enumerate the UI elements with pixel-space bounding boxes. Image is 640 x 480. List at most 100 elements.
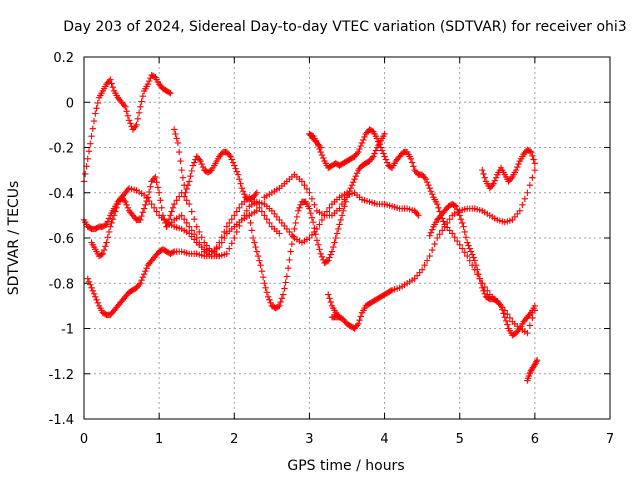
y-tick-label: -0.4: [49, 187, 74, 202]
data-point: [531, 160, 539, 167]
series-trace-6: [163, 189, 351, 260]
data-point: [252, 191, 259, 198]
data-point: [421, 174, 428, 181]
data-point: [142, 267, 149, 275]
data-point: [155, 189, 163, 196]
data-point: [361, 133, 368, 141]
data-point: [307, 209, 314, 217]
data-point: [274, 303, 282, 310]
data-point: [196, 228, 203, 236]
series-trace-12: [479, 146, 539, 192]
data-point: [370, 153, 377, 160]
series-trace-15: [524, 356, 541, 384]
data-point: [316, 221, 323, 228]
data-point: [189, 162, 197, 169]
data-point: [353, 169, 361, 177]
data-point: [84, 275, 91, 282]
data-point: [223, 223, 230, 230]
data-point: [502, 317, 510, 325]
data-point: [122, 198, 129, 205]
data-point: [456, 241, 463, 248]
series-trace-4: [88, 185, 261, 260]
data-point: [474, 266, 481, 273]
data-point: [312, 231, 319, 238]
data-point: [325, 257, 332, 264]
data-point: [236, 222, 243, 230]
data-point: [335, 225, 342, 233]
data-point: [441, 223, 448, 230]
data-point: [449, 230, 456, 237]
data-point: [491, 177, 498, 184]
data-point: [263, 215, 271, 223]
data-point: [102, 221, 109, 229]
data-point: [335, 312, 342, 319]
data-point: [228, 156, 235, 163]
data-point: [186, 178, 193, 185]
data-point: [371, 150, 378, 157]
data-point: [113, 204, 120, 212]
data-point: [228, 240, 235, 247]
data-point: [188, 208, 195, 215]
data-point: [127, 120, 134, 127]
data-point: [425, 182, 432, 189]
series-trace-3: [84, 246, 223, 319]
data-point: [92, 293, 99, 301]
data-point: [415, 212, 422, 219]
data-point: [408, 159, 416, 166]
y-tick-label: 0: [66, 96, 74, 111]
x-tick-label: 2: [230, 432, 238, 447]
data-point: [529, 152, 536, 159]
data-point: [327, 251, 334, 258]
data-point: [139, 209, 147, 216]
data-point: [454, 206, 461, 213]
data-point: [264, 293, 272, 301]
data-point: [326, 254, 333, 261]
data-point: [381, 130, 388, 138]
data-point: [153, 208, 160, 215]
data-point: [527, 148, 535, 156]
data-point: [318, 216, 326, 224]
data-point: [407, 155, 415, 163]
data-point: [258, 208, 266, 215]
data-point: [169, 249, 177, 256]
data-point: [124, 204, 132, 212]
data-point: [169, 204, 177, 212]
data-point: [506, 314, 514, 322]
data-point: [459, 245, 466, 252]
y-axis-label: SDTVAR / TECUs: [6, 181, 22, 296]
data-point: [137, 280, 144, 287]
data-point: [248, 227, 256, 234]
data-point: [82, 170, 89, 178]
data-point: [500, 310, 507, 317]
data-point: [504, 321, 511, 328]
data-point: [465, 242, 472, 249]
y-tick-label: -0.6: [49, 232, 74, 247]
data-point: [328, 248, 336, 255]
data-point: [232, 165, 239, 172]
data-point: [140, 271, 148, 278]
data-point: [93, 296, 100, 304]
data-point: [138, 212, 145, 220]
data-point: [527, 369, 534, 376]
data-point: [247, 219, 254, 227]
series-trace-7: [246, 130, 388, 312]
data-point: [144, 80, 152, 88]
data-point: [336, 313, 343, 321]
data-point: [375, 138, 382, 145]
x-tick-label: 1: [155, 432, 163, 447]
data-point: [427, 188, 435, 195]
y-tick-label: -1: [61, 323, 74, 338]
data-point: [316, 142, 323, 150]
data-point: [451, 202, 458, 209]
data-point: [180, 193, 188, 200]
data-point: [123, 201, 130, 209]
data-point: [355, 320, 362, 328]
data-point: [428, 246, 436, 254]
data-point: [358, 139, 366, 147]
data-point: [191, 159, 198, 166]
data-point: [233, 228, 240, 236]
data-point: [167, 90, 174, 97]
data-point: [353, 150, 361, 157]
data-point: [490, 180, 497, 187]
series-trace-10: [328, 166, 539, 332]
